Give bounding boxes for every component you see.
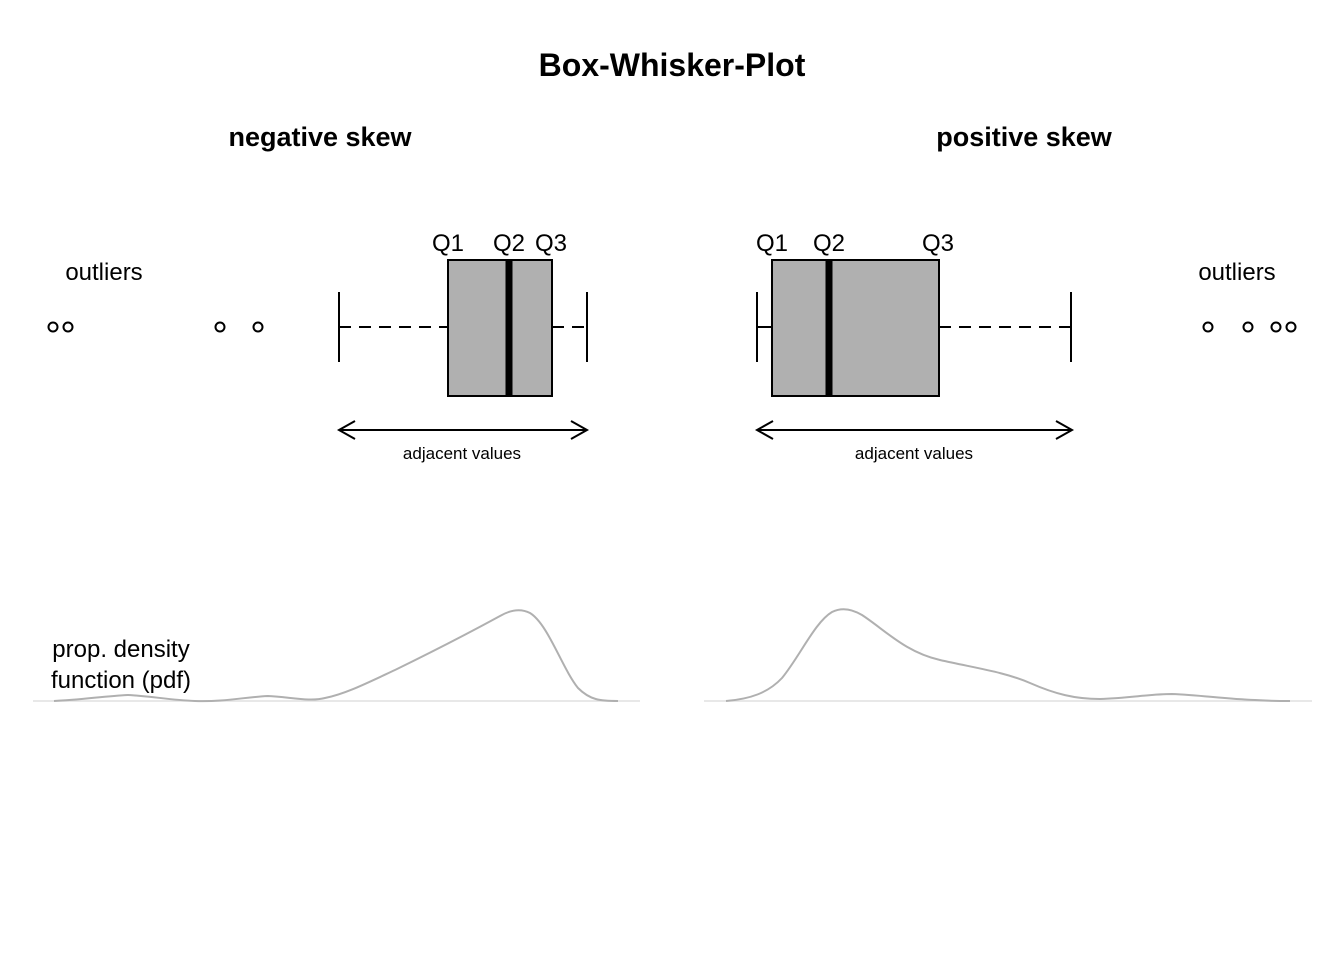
right-q3-label: Q3	[922, 230, 954, 257]
pdf-label-line1: prop. density	[52, 636, 189, 663]
left-outliers-label: outliers	[65, 259, 142, 286]
left-q2-label: Q2	[493, 230, 525, 257]
right-adjacent-arrow	[754, 420, 1075, 440]
right-outlier-point	[1285, 321, 1297, 333]
panel-positive-skew: positive skew Q1 Q2 Q3 outliers adjacent…	[704, 122, 1312, 702]
main-title: Box-Whisker-Plot	[539, 47, 806, 83]
right-subtitle: positive skew	[936, 122, 1113, 152]
left-iqr-box	[447, 259, 553, 397]
right-adjacent-label: adjacent values	[855, 444, 973, 463]
pdf-label-line2: function (pdf)	[51, 667, 191, 694]
left-adjacent-label: adjacent values	[403, 444, 521, 463]
right-outliers-label: outliers	[1198, 259, 1275, 286]
right-density-curve	[725, 608, 1291, 702]
right-iqr-box	[771, 259, 940, 397]
left-outlier-point	[252, 321, 264, 333]
left-outlier-point	[62, 321, 74, 333]
right-outlier-point	[1270, 321, 1282, 333]
left-q1-label: Q1	[432, 230, 464, 257]
right-outlier-point	[1202, 321, 1214, 333]
left-density-curve	[53, 609, 619, 703]
left-adjacent-arrow	[336, 420, 590, 440]
right-q1-label: Q1	[756, 230, 788, 257]
left-outlier-point	[214, 321, 226, 333]
left-outlier-point	[47, 321, 59, 333]
left-q3-label: Q3	[535, 230, 567, 257]
left-subtitle: negative skew	[228, 122, 412, 152]
right-q2-label: Q2	[813, 230, 845, 257]
right-outlier-point	[1242, 321, 1254, 333]
panel-negative-skew: negative skew Q1 Q2 Q3 outliers adjacent…	[33, 122, 640, 703]
